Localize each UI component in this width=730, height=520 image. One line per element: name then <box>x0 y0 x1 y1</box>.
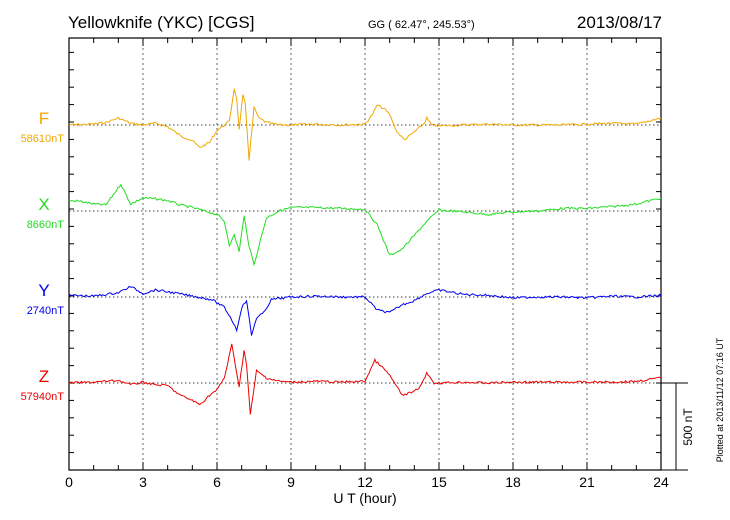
x-tick-label: 0 <box>65 474 73 490</box>
x-tick-label: 15 <box>431 474 447 490</box>
series-name-x: X <box>38 195 49 214</box>
axis-ticks: 0 3 6 9 12 15 18 21 24 <box>65 38 669 490</box>
grid <box>69 38 661 470</box>
traces <box>68 88 662 415</box>
trace-y <box>68 285 662 336</box>
trace-f <box>68 88 662 161</box>
plotted-timestamp: Plotted at 2013/11/12 07:16 UT <box>715 337 725 462</box>
series-baseline-f: 58610nT <box>21 133 65 145</box>
x-axis-label: U T (hour) <box>333 490 396 506</box>
x-tick-label: 24 <box>653 474 669 490</box>
plot-date: 2013/08/17 <box>577 13 662 32</box>
trace-x <box>68 183 662 267</box>
x-tick-label: 3 <box>139 474 147 490</box>
x-tick-label: 12 <box>357 474 373 490</box>
scale-bar-label: 500 nT <box>681 408 695 446</box>
series-labels: F 58610nT X 8660nT Y 2740nT Z 57940nT <box>21 109 65 403</box>
x-tick-label: 18 <box>505 474 521 490</box>
trace-z <box>68 343 662 415</box>
station-title: Yellowknife (YKC) [CGS] <box>68 13 254 32</box>
series-baseline-y: 2740nT <box>27 305 65 317</box>
series-name-z: Z <box>39 367 49 386</box>
scale-bar: 500 nT <box>661 382 695 471</box>
x-tick-label: 6 <box>213 474 221 490</box>
series-baseline-z: 57940nT <box>21 391 65 403</box>
series-baseline-x: 8660nT <box>27 219 65 231</box>
station-coords: GG ( 62.47°, 245.53°) <box>368 19 475 31</box>
series-name-f: F <box>39 109 49 128</box>
x-tick-label: 9 <box>287 474 295 490</box>
x-tick-label: 21 <box>579 474 595 490</box>
series-name-y: Y <box>38 281 49 300</box>
